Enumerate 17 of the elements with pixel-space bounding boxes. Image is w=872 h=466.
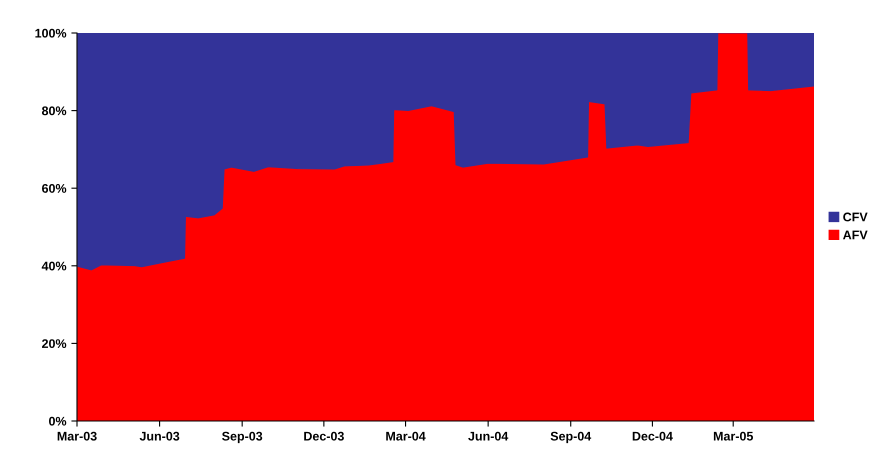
y-tick-label: 20% bbox=[42, 339, 66, 348]
y-tick-label: 40% bbox=[42, 262, 66, 270]
y-tick-label: 0% bbox=[49, 416, 66, 426]
legend-label: CFV bbox=[843, 212, 868, 222]
x-tick-label: Dec-03 bbox=[304, 432, 344, 441]
x-tick-label: Mar-05 bbox=[714, 432, 754, 441]
y-tick-label: 100% bbox=[35, 28, 66, 38]
x-tick-label: Jun-03 bbox=[140, 432, 180, 441]
x-tick-label: Jun-04 bbox=[468, 432, 508, 441]
x-tick-label: Mar-03 bbox=[58, 432, 97, 441]
x-tick-label: Mar-04 bbox=[386, 432, 426, 441]
x-tick-label: Sep-03 bbox=[222, 432, 262, 444]
legend-label: AFV bbox=[842, 230, 868, 240]
x-tick-label: Dec-04 bbox=[632, 432, 673, 441]
x-tick-label: Sep-04 bbox=[550, 432, 592, 444]
y-tick-label: 80% bbox=[42, 106, 66, 116]
y-tick-label: 60% bbox=[42, 184, 66, 193]
